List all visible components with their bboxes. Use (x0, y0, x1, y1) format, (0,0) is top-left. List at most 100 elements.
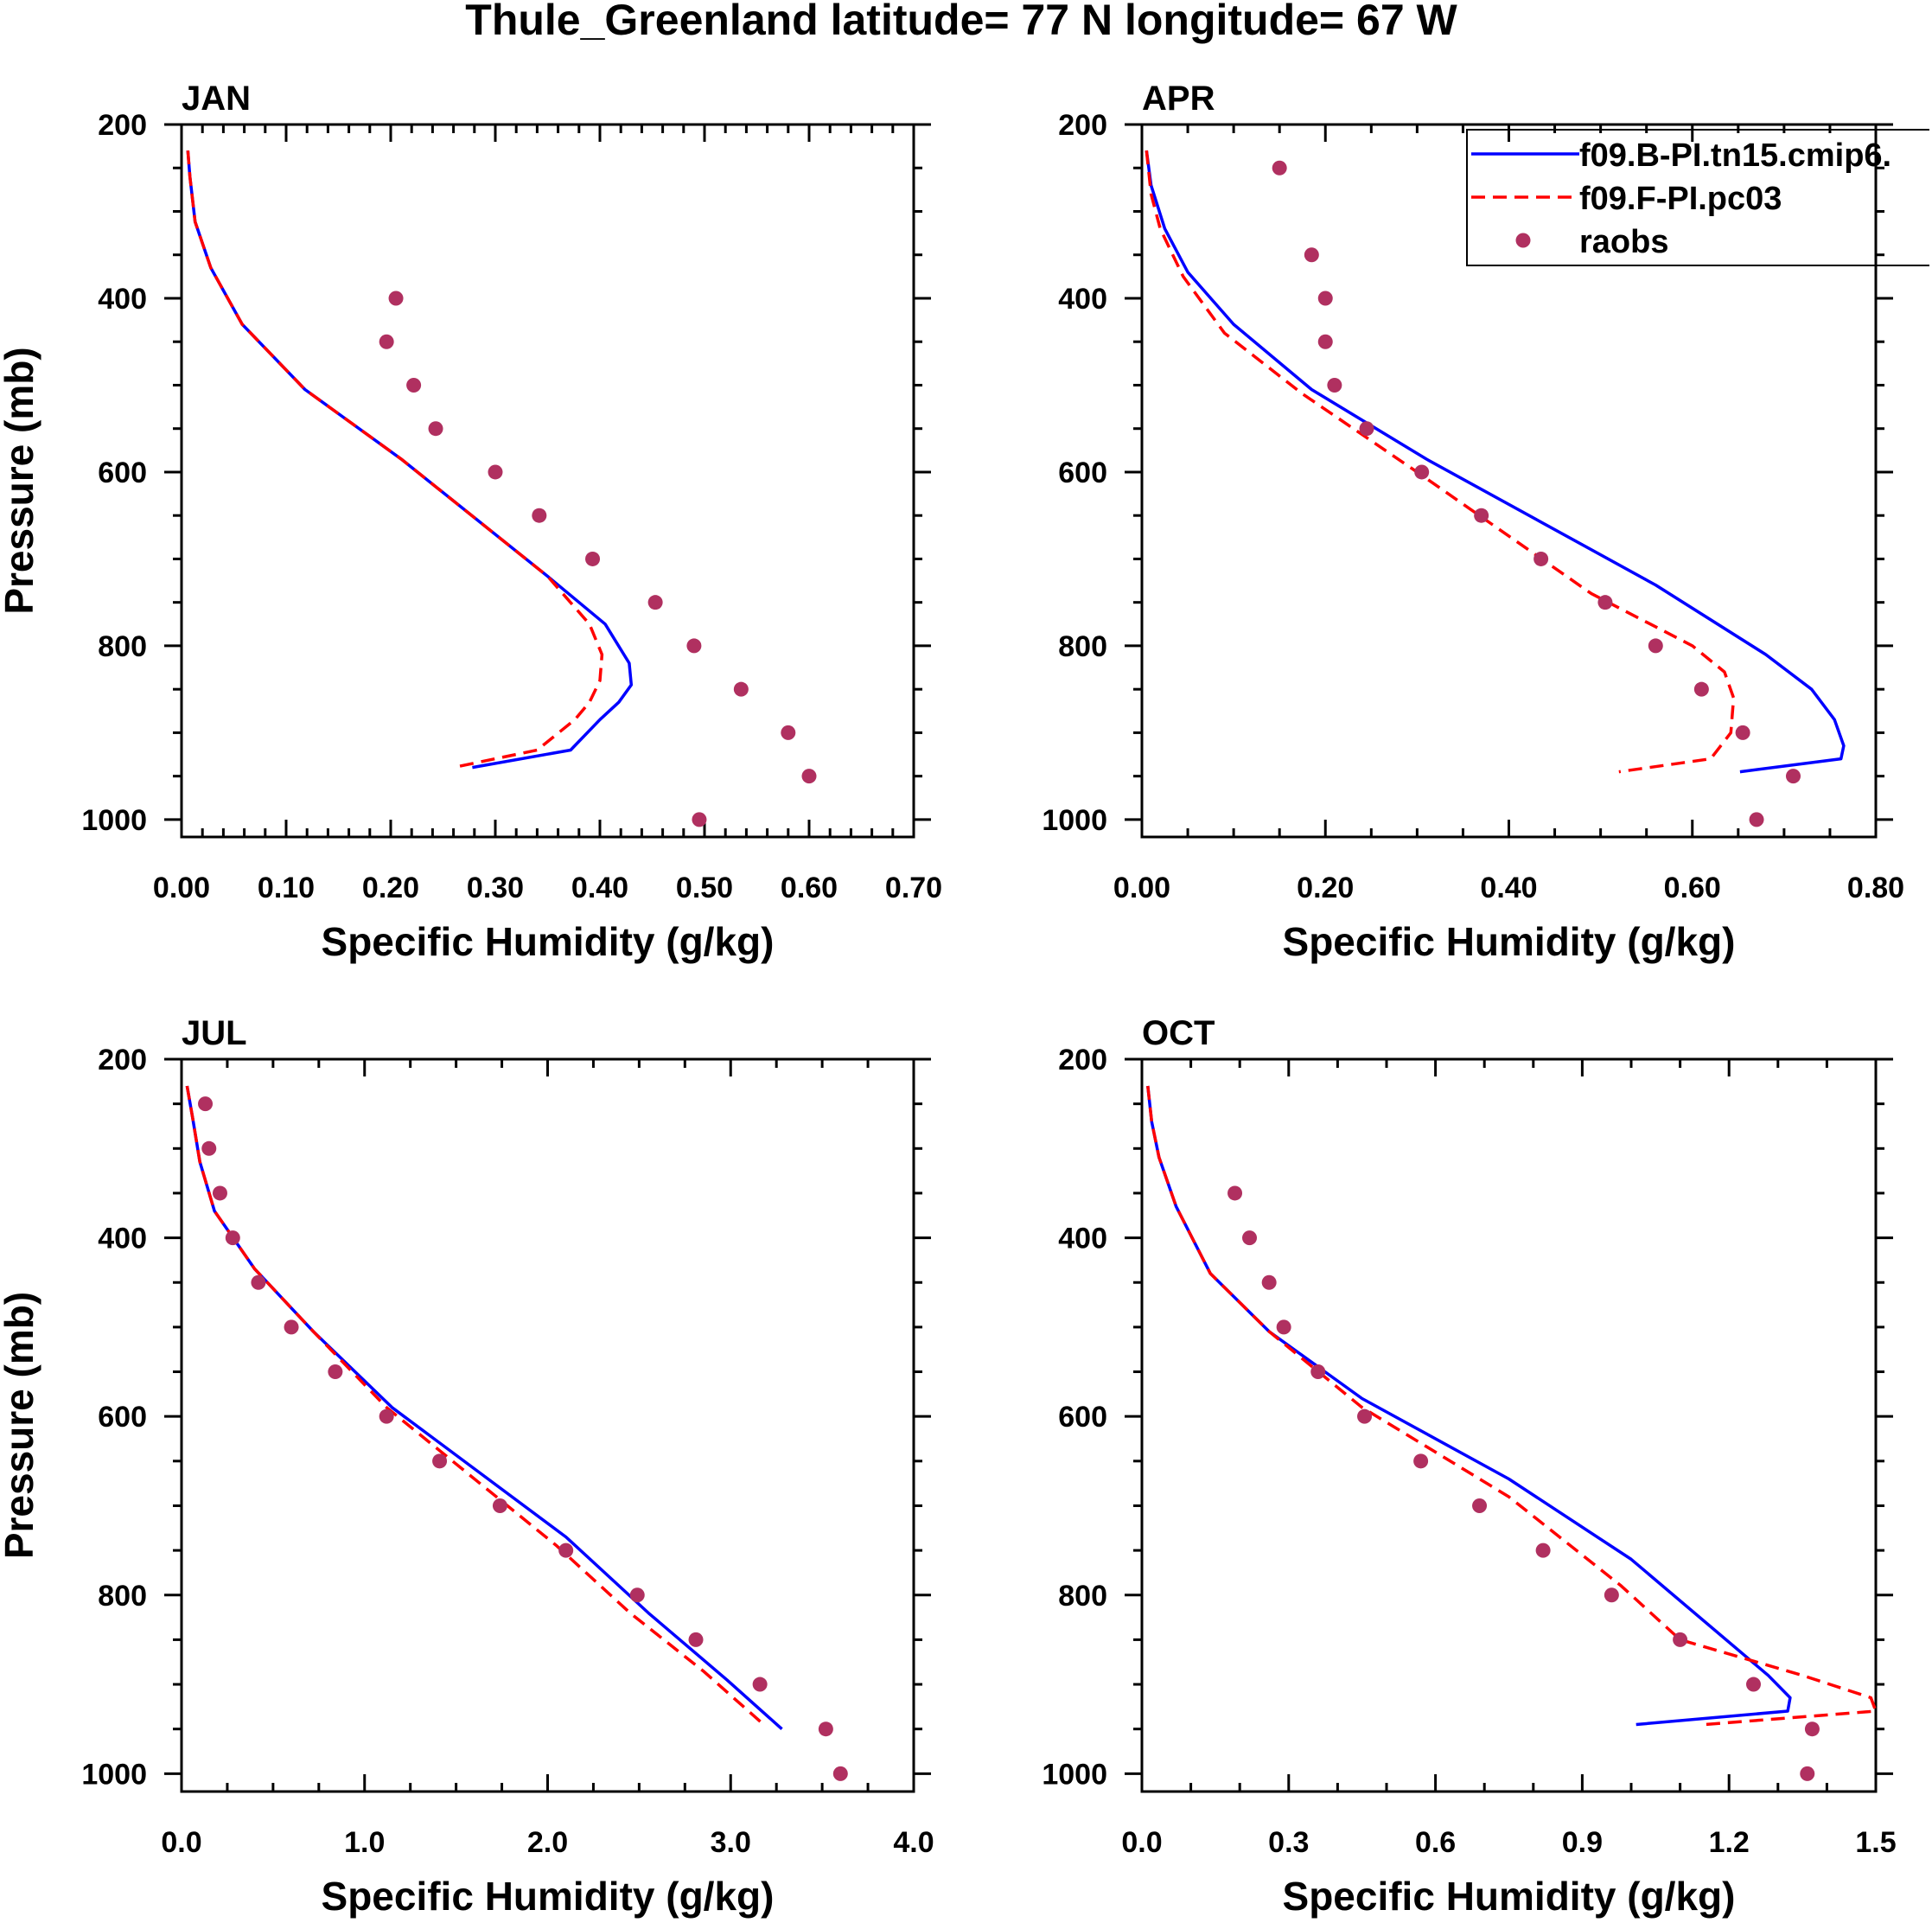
y-tick-label: 400 (98, 283, 147, 316)
panel-title: APR (1142, 80, 1215, 118)
raobs-point (733, 681, 749, 697)
y-tick-label: 1000 (1042, 1758, 1107, 1791)
legend-label: f09.B-PI.tn15.cmip6. (1579, 137, 1891, 174)
panel-jan: 0.00 0.10 0.20 0.30 0.40 0.50 0.60 0.70 200 400 60… (0, 80, 942, 964)
y-tick-label: 200 (98, 1044, 147, 1076)
legend-label: raobs (1579, 224, 1668, 260)
x-tick-label: 0.30 (467, 872, 524, 904)
x-tick-label: 0.0 (161, 1826, 201, 1859)
raobs-point (532, 508, 547, 523)
raobs-point (1227, 1185, 1243, 1201)
raobs-point (1604, 1587, 1619, 1603)
legend-marker-raobs (1515, 233, 1531, 248)
raobs-point (284, 1319, 299, 1335)
raobs-point (629, 1587, 645, 1603)
raobs-point (1693, 681, 1709, 697)
raobs-point (492, 1498, 507, 1513)
y-axis-label: Pressure (mb) (0, 1292, 41, 1559)
raobs-point (686, 638, 702, 654)
raobs-point (832, 1766, 848, 1781)
x-axis-label: Specific Humidity (g/kg) (322, 1874, 775, 1919)
raobs-point (1310, 1364, 1326, 1380)
y-tick-label: 1000 (1042, 804, 1107, 837)
raobs-point (1474, 508, 1489, 523)
panel-title: JAN (182, 80, 251, 118)
raobs-point (1261, 1274, 1277, 1290)
y-tick-label: 200 (1058, 109, 1107, 142)
legend: f09.B-PI.tn15.cmip6. f09.F-PI.pc03 raobs (1466, 129, 1929, 266)
x-tick-label: 0.20 (362, 872, 419, 904)
legend-box (1466, 129, 1929, 266)
series-line-b-pi (1145, 150, 1846, 774)
x-tick-label: 0.60 (1664, 872, 1721, 904)
y-tick-label: 400 (98, 1223, 147, 1255)
x-tick-label: 3.0 (711, 1826, 751, 1859)
raobs-point (201, 1140, 217, 1156)
legend-label: f09.F-PI.pc03 (1579, 181, 1782, 217)
x-tick-label: 1.5 (1855, 1826, 1896, 1859)
y-tick-label: 600 (1058, 1401, 1107, 1434)
y-tick-label: 1000 (81, 1758, 147, 1791)
raobs-point (1804, 1721, 1820, 1737)
x-tick-label: 0.00 (153, 872, 210, 904)
x-axis-label: Specific Humidity (g/kg) (1283, 919, 1736, 964)
x-tick-label: 0.6 (1415, 1826, 1456, 1859)
x-tick-label: 0.40 (571, 872, 628, 904)
raobs-point (801, 769, 817, 784)
raobs-point (428, 421, 443, 437)
raobs-point (212, 1185, 227, 1201)
y-tick-label: 1000 (81, 804, 147, 837)
raobs-point (1242, 1230, 1258, 1246)
raobs-point (647, 595, 663, 610)
y-tick-label: 600 (1058, 457, 1107, 489)
series-line-f-pi (1146, 1085, 1878, 1727)
raobs-point (1785, 769, 1801, 784)
raobs-point (1357, 1408, 1373, 1424)
x-tick-label: 0.00 (1113, 872, 1170, 904)
y-axis-label: Pressure (mb) (0, 347, 41, 614)
raobs-point (1735, 725, 1750, 740)
y-tick-label: 200 (98, 109, 147, 142)
raobs-point (781, 725, 796, 740)
x-axis-label: Specific Humidity (g/kg) (1283, 1874, 1736, 1919)
raobs-point (1800, 1766, 1815, 1781)
raobs-point (1327, 377, 1342, 393)
series-line-f-pi (185, 1085, 765, 1726)
x-tick-label: 0.80 (1847, 872, 1904, 904)
raobs-point (251, 1274, 266, 1290)
raobs-point (1648, 638, 1663, 654)
raobs-point (1533, 551, 1549, 566)
y-tick-label: 600 (98, 1401, 147, 1434)
x-tick-label: 0.3 (1268, 1826, 1309, 1859)
y-tick-label: 400 (1058, 283, 1107, 316)
x-tick-label: 0.9 (1562, 1826, 1603, 1859)
raobs-point (1746, 1677, 1761, 1692)
raobs-point (388, 291, 404, 306)
raobs-point (1272, 160, 1287, 176)
raobs-point (328, 1364, 343, 1380)
raobs-point (1317, 291, 1333, 306)
y-tick-label: 400 (1058, 1223, 1107, 1255)
x-tick-label: 1.2 (1709, 1826, 1750, 1859)
raobs-point (1304, 247, 1319, 263)
raobs-point (1749, 812, 1764, 827)
figure-title: Thule_Greenland latitude= 77 N longitude… (465, 0, 1457, 44)
raobs-point (1472, 1498, 1488, 1513)
panels: 0.00 0.10 0.20 0.30 0.40 0.50 0.60 0.70 200 400 60… (0, 80, 1904, 1919)
x-tick-label: 0.40 (1480, 872, 1537, 904)
raobs-point (688, 1632, 704, 1647)
panel-jul: 0.0 1.0 2.0 3.0 4.0 200 400 600 800 1000 JUL Specif… (0, 1014, 934, 1919)
y-tick-label: 200 (1058, 1044, 1107, 1076)
raobs-point (225, 1230, 240, 1246)
series-line-b-pi (186, 150, 634, 770)
raobs-point (1673, 1632, 1688, 1647)
panel-apr: 0.00 0.20 0.40 0.60 0.80 200 400 600 800 1000 APR S… (1042, 80, 1904, 964)
plot-frame (1140, 123, 1878, 839)
x-tick-label: 0.60 (781, 872, 838, 904)
series-line-f-pi (1145, 150, 1736, 774)
panel-oct: 0.0 0.3 0.6 0.9 1.2 1.5 200 400 600 800 1000 OCT Spe… (1042, 1014, 1896, 1919)
raobs-point (198, 1096, 214, 1112)
x-tick-label: 0.50 (676, 872, 733, 904)
plot-frame (1140, 1057, 1878, 1793)
